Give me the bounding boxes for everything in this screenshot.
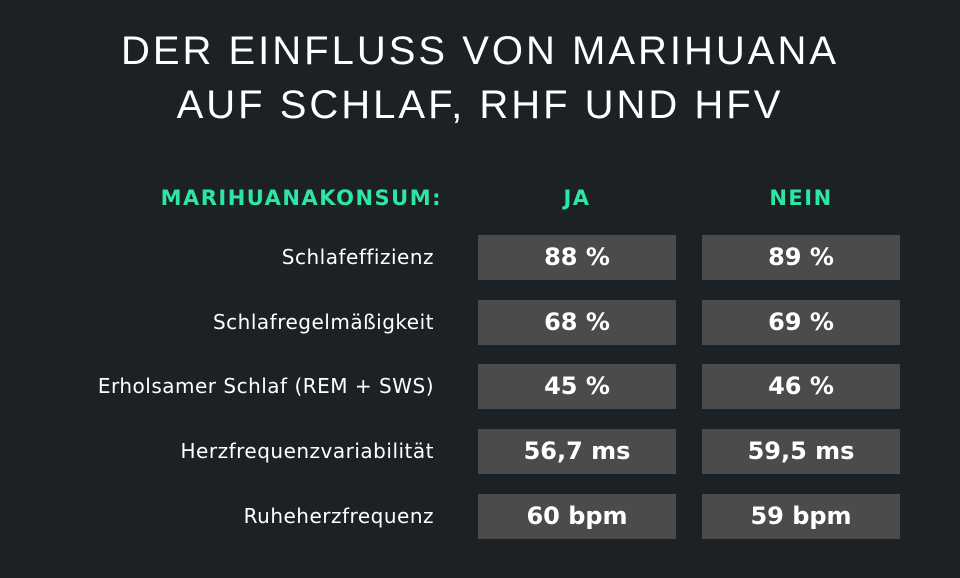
- row-label-schlafeffizienz: Schlafeffizienz: [281, 245, 434, 269]
- chart-title: DER EINFLUSS VON MARIHUANA AUF SCHLAF, R…: [0, 24, 960, 132]
- header-column-ja: JA: [563, 186, 591, 210]
- cell-herzfrequenzvariabilitaet-nein: 59,5 ms: [702, 429, 900, 474]
- cell-ruheherzfrequenz-ja: 60 bpm: [478, 494, 676, 539]
- cell-erholsamer-schlaf-nein: 46 %: [702, 364, 900, 409]
- cell-schlafregelmaessigkeit-ja: 68 %: [478, 300, 676, 345]
- row-label-ruheherzfrequenz: Ruheherzfrequenz: [243, 504, 434, 528]
- chart-title-line-2: AUF SCHLAF, RHF UND HFV: [176, 83, 784, 127]
- cell-schlafregelmaessigkeit-nein: 69 %: [702, 300, 900, 345]
- cell-ruheherzfrequenz-nein: 59 bpm: [702, 494, 900, 539]
- cell-schlafeffizienz-ja: 88 %: [478, 235, 676, 280]
- cell-herzfrequenzvariabilitaet-ja: 56,7 ms: [478, 429, 676, 474]
- cell-erholsamer-schlaf-ja: 45 %: [478, 364, 676, 409]
- header-column-nein: NEIN: [769, 186, 833, 210]
- row-label-erholsamer-schlaf: Erholsamer Schlaf (REM + SWS): [97, 374, 434, 398]
- cell-schlafeffizienz-nein: 89 %: [702, 235, 900, 280]
- chart-title-line-1: DER EINFLUSS VON MARIHUANA: [120, 29, 840, 73]
- row-label-herzfrequenzvariabilitaet: Herzfrequenzvariabilität: [180, 439, 434, 463]
- row-label-schlafregelmaessigkeit: Schlafregelmäßigkeit: [212, 310, 434, 334]
- header-label: MARIHUANAKONSUM:: [160, 186, 442, 210]
